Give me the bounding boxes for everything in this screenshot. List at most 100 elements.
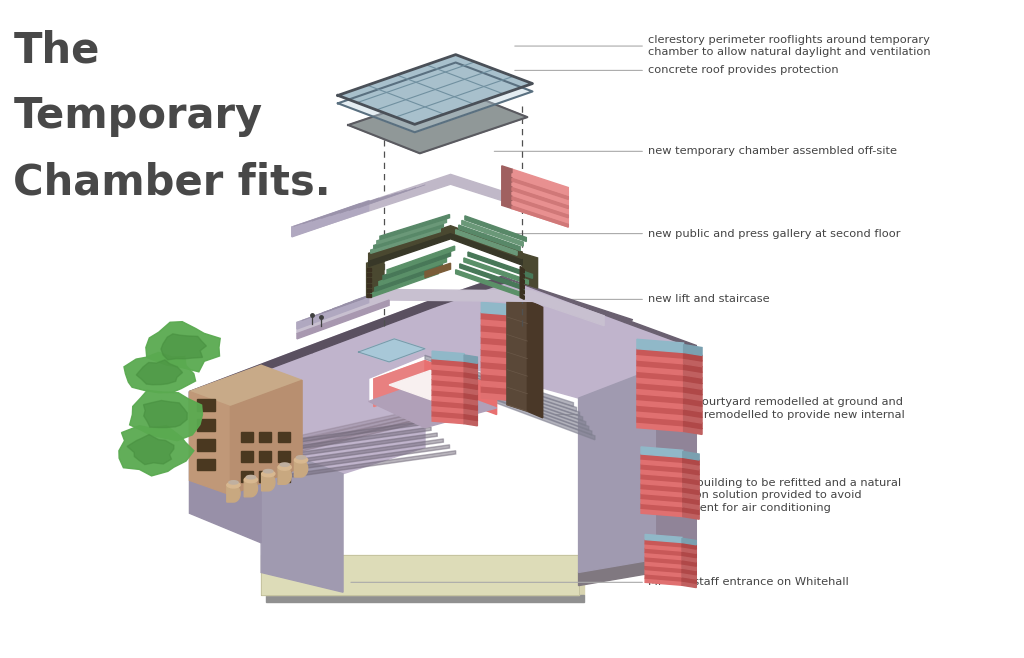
- Polygon shape: [682, 559, 696, 566]
- Polygon shape: [637, 422, 684, 432]
- Polygon shape: [432, 380, 464, 387]
- Polygon shape: [481, 337, 518, 346]
- Polygon shape: [281, 463, 290, 467]
- Polygon shape: [295, 460, 307, 477]
- Polygon shape: [297, 300, 389, 339]
- Polygon shape: [684, 386, 702, 395]
- Polygon shape: [481, 355, 518, 365]
- Polygon shape: [297, 456, 306, 459]
- Polygon shape: [682, 555, 696, 562]
- Polygon shape: [127, 434, 174, 465]
- Polygon shape: [464, 408, 477, 415]
- Polygon shape: [481, 361, 518, 370]
- Polygon shape: [227, 482, 240, 488]
- Polygon shape: [518, 315, 534, 324]
- Polygon shape: [518, 334, 534, 342]
- Polygon shape: [481, 374, 518, 383]
- Polygon shape: [684, 353, 702, 361]
- Polygon shape: [279, 467, 291, 484]
- Polygon shape: [462, 220, 523, 246]
- Polygon shape: [432, 351, 464, 361]
- Polygon shape: [276, 418, 425, 457]
- Polygon shape: [518, 346, 534, 355]
- Polygon shape: [481, 343, 518, 352]
- Polygon shape: [518, 328, 534, 336]
- Polygon shape: [637, 349, 684, 358]
- Polygon shape: [683, 512, 699, 519]
- Polygon shape: [358, 339, 425, 362]
- Polygon shape: [645, 578, 682, 586]
- Polygon shape: [683, 463, 699, 470]
- Polygon shape: [641, 494, 683, 502]
- Polygon shape: [683, 492, 699, 499]
- Polygon shape: [641, 464, 683, 472]
- Polygon shape: [432, 400, 464, 408]
- Text: MP and staff entrance on Whitehall: MP and staff entrance on Whitehall: [648, 577, 849, 588]
- Polygon shape: [684, 426, 702, 434]
- Polygon shape: [432, 395, 464, 403]
- Polygon shape: [684, 358, 702, 367]
- Polygon shape: [481, 302, 518, 315]
- Polygon shape: [645, 548, 682, 555]
- Polygon shape: [367, 284, 371, 287]
- Polygon shape: [367, 258, 384, 297]
- Polygon shape: [637, 366, 684, 375]
- Polygon shape: [464, 382, 477, 390]
- Polygon shape: [684, 345, 702, 355]
- Polygon shape: [655, 349, 696, 559]
- Polygon shape: [262, 470, 274, 477]
- Polygon shape: [682, 551, 696, 558]
- Polygon shape: [683, 502, 699, 509]
- Polygon shape: [367, 294, 371, 297]
- Polygon shape: [641, 503, 683, 512]
- Polygon shape: [464, 397, 477, 405]
- Polygon shape: [425, 276, 512, 307]
- Polygon shape: [464, 361, 477, 368]
- Polygon shape: [189, 392, 261, 543]
- Polygon shape: [425, 263, 451, 278]
- Polygon shape: [481, 386, 518, 395]
- Polygon shape: [375, 264, 442, 291]
- Polygon shape: [456, 379, 589, 430]
- Polygon shape: [264, 470, 273, 473]
- Polygon shape: [279, 464, 292, 470]
- Polygon shape: [383, 252, 451, 280]
- Polygon shape: [371, 228, 440, 253]
- Polygon shape: [432, 411, 464, 418]
- Polygon shape: [374, 361, 425, 407]
- Polygon shape: [261, 555, 579, 595]
- Text: new public and press gallery at second floor: new public and press gallery at second f…: [648, 228, 901, 239]
- Polygon shape: [683, 497, 699, 505]
- Polygon shape: [645, 557, 682, 564]
- Polygon shape: [387, 246, 455, 274]
- Polygon shape: [437, 365, 580, 416]
- Polygon shape: [450, 374, 586, 426]
- Polygon shape: [682, 542, 696, 549]
- Polygon shape: [459, 225, 520, 251]
- Polygon shape: [684, 381, 702, 390]
- Polygon shape: [518, 307, 534, 318]
- Polygon shape: [684, 392, 702, 401]
- Polygon shape: [481, 349, 518, 358]
- Polygon shape: [197, 419, 215, 431]
- Polygon shape: [245, 476, 258, 483]
- Polygon shape: [512, 188, 568, 209]
- Polygon shape: [481, 380, 518, 389]
- Polygon shape: [645, 565, 682, 572]
- Polygon shape: [684, 415, 702, 423]
- Polygon shape: [637, 394, 684, 403]
- Polygon shape: [641, 499, 683, 507]
- Polygon shape: [481, 368, 518, 376]
- Polygon shape: [682, 581, 696, 588]
- Polygon shape: [464, 372, 477, 379]
- Text: Internal courtyard remodelled at ground and
first floor remodelled to provide ne: Internal courtyard remodelled at ground …: [648, 397, 905, 432]
- Polygon shape: [338, 63, 532, 132]
- Polygon shape: [432, 416, 464, 424]
- Polygon shape: [286, 445, 450, 471]
- Polygon shape: [684, 409, 702, 417]
- Polygon shape: [278, 432, 290, 442]
- Polygon shape: [425, 361, 497, 415]
- Polygon shape: [683, 472, 699, 480]
- Polygon shape: [683, 482, 699, 490]
- Polygon shape: [637, 377, 684, 386]
